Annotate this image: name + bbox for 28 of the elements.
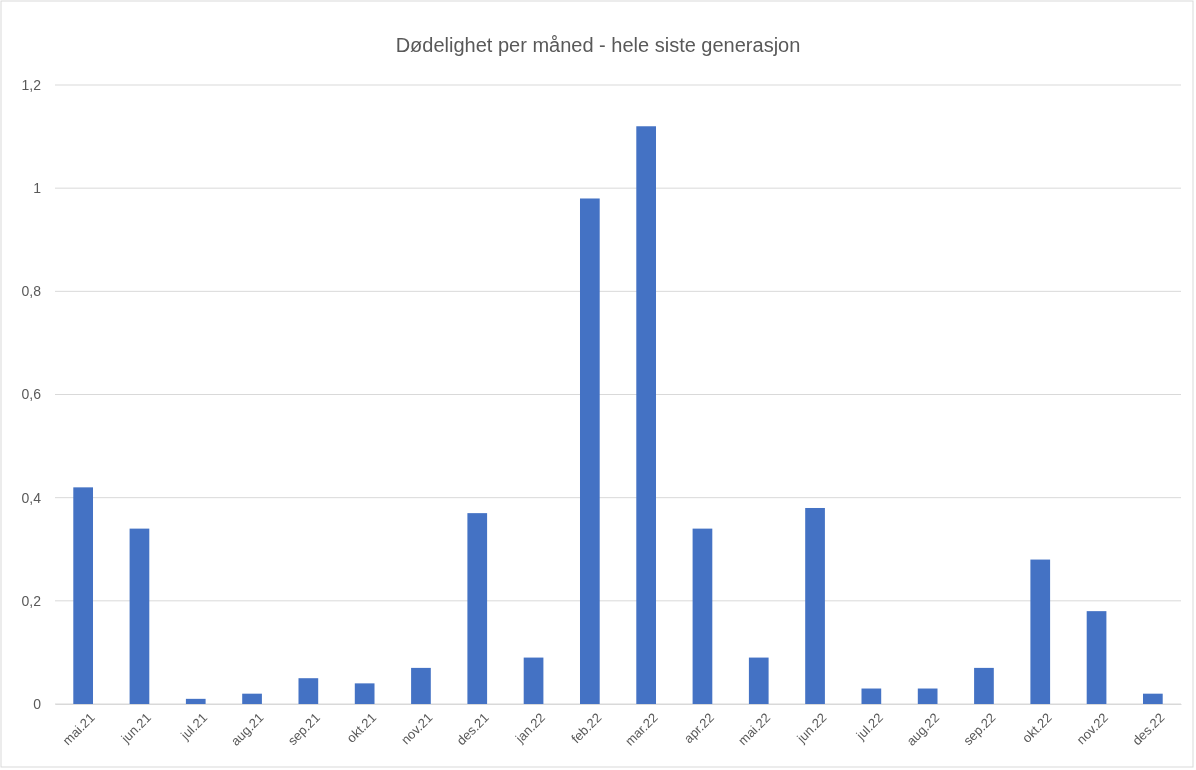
bar: [467, 513, 488, 704]
bar: [580, 198, 600, 704]
y-tick-label: 1,2: [21, 76, 42, 93]
bar: [1030, 559, 1051, 704]
bar: [861, 688, 882, 704]
bar: [917, 688, 938, 704]
y-tick-label: 0,4: [21, 489, 42, 506]
bar: [523, 657, 544, 704]
bar: [129, 528, 150, 704]
bar: [185, 698, 206, 704]
bar: [411, 667, 431, 704]
bar: [354, 683, 375, 704]
bar: [1086, 611, 1107, 704]
bar: [974, 667, 994, 704]
y-tick-label: 0,6: [21, 386, 42, 403]
chart-title: Dødelighet per måned - hele siste generasjon: [395, 34, 801, 56]
bar: [298, 678, 319, 704]
y-tick-label: 0,2: [21, 592, 42, 609]
bar: [73, 487, 93, 704]
bar: [692, 528, 713, 704]
bar: [636, 126, 656, 704]
y-tick-label: 0,8: [21, 283, 42, 300]
bar: [748, 657, 769, 704]
bar: [805, 507, 825, 704]
bar: [242, 693, 262, 704]
y-tick-label: 0: [33, 695, 42, 712]
y-tick-label: 1: [33, 180, 42, 197]
bar: [1143, 693, 1163, 704]
